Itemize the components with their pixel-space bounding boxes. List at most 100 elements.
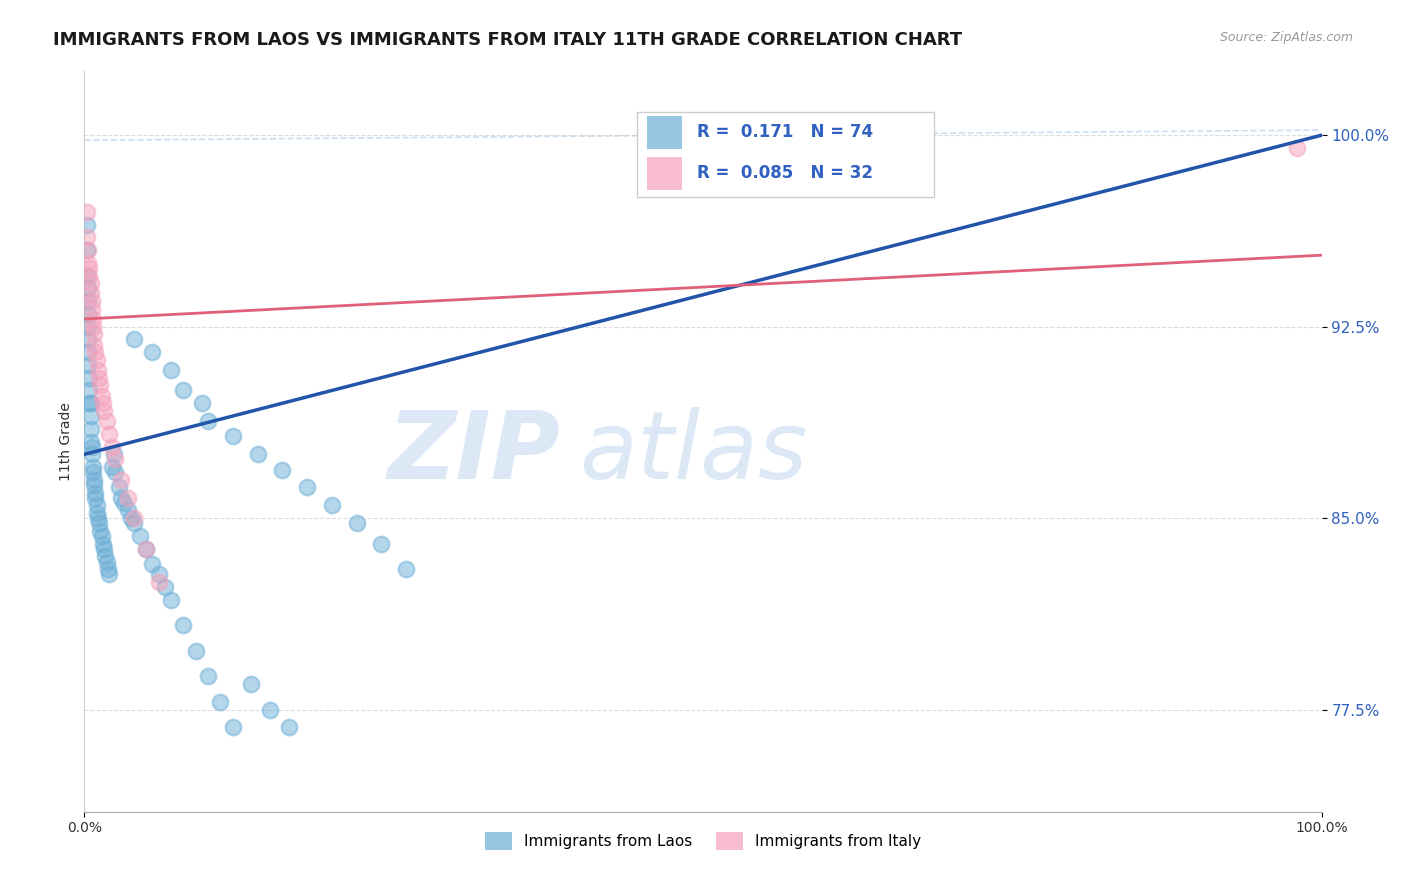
Point <box>93 404 115 418</box>
Point <box>117 491 139 505</box>
Point <box>370 536 392 550</box>
Point <box>77 333 100 347</box>
Point <box>222 721 245 735</box>
Point <box>172 618 194 632</box>
Point <box>77 345 100 359</box>
Point <box>79 396 101 410</box>
Text: R =  0.171   N = 74: R = 0.171 N = 74 <box>697 123 873 142</box>
Point <box>77 281 100 295</box>
Point <box>77 256 100 270</box>
Point <box>89 524 111 538</box>
Point <box>96 414 118 428</box>
Point <box>100 440 122 454</box>
Point <box>87 511 110 525</box>
Point <box>79 396 101 410</box>
Point <box>197 669 219 683</box>
Point <box>122 511 145 525</box>
Point <box>89 378 111 392</box>
Point <box>87 363 110 377</box>
Point <box>97 562 120 576</box>
Point <box>86 352 108 367</box>
Text: R =  0.085   N = 32: R = 0.085 N = 32 <box>697 164 873 182</box>
Point <box>82 465 104 479</box>
Point <box>240 677 263 691</box>
Point <box>83 478 105 492</box>
Point <box>76 230 98 244</box>
Point <box>110 473 132 487</box>
Point <box>84 485 107 500</box>
Point <box>103 447 125 461</box>
Point <box>86 506 108 520</box>
Point <box>259 703 281 717</box>
Point <box>108 481 131 495</box>
Point <box>90 388 112 402</box>
Point <box>77 294 100 309</box>
Point <box>89 516 111 531</box>
Point <box>141 557 163 571</box>
Point <box>122 333 145 347</box>
Point <box>77 243 100 257</box>
Legend: Immigrants from Laos, Immigrants from Italy: Immigrants from Laos, Immigrants from It… <box>478 826 928 856</box>
Point <box>120 511 142 525</box>
Point <box>148 574 170 589</box>
Point <box>84 345 107 359</box>
Point <box>104 452 127 467</box>
Point <box>76 204 98 219</box>
Point <box>89 370 111 384</box>
Point <box>1285 141 1308 155</box>
Point <box>82 319 104 334</box>
Point <box>79 286 101 301</box>
Point <box>77 358 100 372</box>
Point <box>79 370 101 384</box>
Point <box>76 243 98 257</box>
Point <box>110 491 132 505</box>
Point <box>395 562 418 576</box>
Text: IMMIGRANTS FROM LAOS VS IMMIGRANTS FROM ITALY 11TH GRADE CORRELATION CHART: IMMIGRANTS FROM LAOS VS IMMIGRANTS FROM … <box>53 31 963 49</box>
Point <box>76 218 98 232</box>
Point <box>98 426 121 441</box>
Point <box>79 409 101 423</box>
Point <box>77 307 100 321</box>
Point <box>91 396 114 410</box>
Point <box>160 592 183 607</box>
Point <box>94 549 117 564</box>
Point <box>83 327 105 342</box>
Point <box>141 345 163 359</box>
Point <box>79 268 101 283</box>
Point <box>346 516 368 531</box>
FancyBboxPatch shape <box>637 112 935 197</box>
Point <box>271 462 294 476</box>
Point <box>82 312 104 326</box>
Point <box>83 337 105 351</box>
Point <box>295 481 318 495</box>
FancyBboxPatch shape <box>647 116 682 149</box>
Point <box>98 567 121 582</box>
Point <box>80 294 103 309</box>
Point <box>172 384 194 398</box>
Point <box>79 384 101 398</box>
Point <box>104 465 127 479</box>
Point <box>129 529 152 543</box>
Point <box>184 644 207 658</box>
Point <box>79 277 101 291</box>
Point <box>83 473 105 487</box>
Point <box>96 555 118 569</box>
Point <box>246 447 269 461</box>
Point <box>222 429 245 443</box>
Text: atlas: atlas <box>579 407 807 498</box>
Point <box>86 499 108 513</box>
Point <box>148 567 170 582</box>
Point <box>79 260 101 275</box>
Point <box>90 529 112 543</box>
FancyBboxPatch shape <box>647 156 682 190</box>
Y-axis label: 11th Grade: 11th Grade <box>59 402 73 481</box>
Point <box>80 301 103 316</box>
Text: Source: ZipAtlas.com: Source: ZipAtlas.com <box>1219 31 1353 45</box>
Point <box>135 541 157 556</box>
Point <box>209 695 232 709</box>
Point <box>153 580 176 594</box>
Point <box>76 268 98 283</box>
Point <box>91 536 114 550</box>
Point <box>79 434 101 449</box>
Point <box>93 541 115 556</box>
